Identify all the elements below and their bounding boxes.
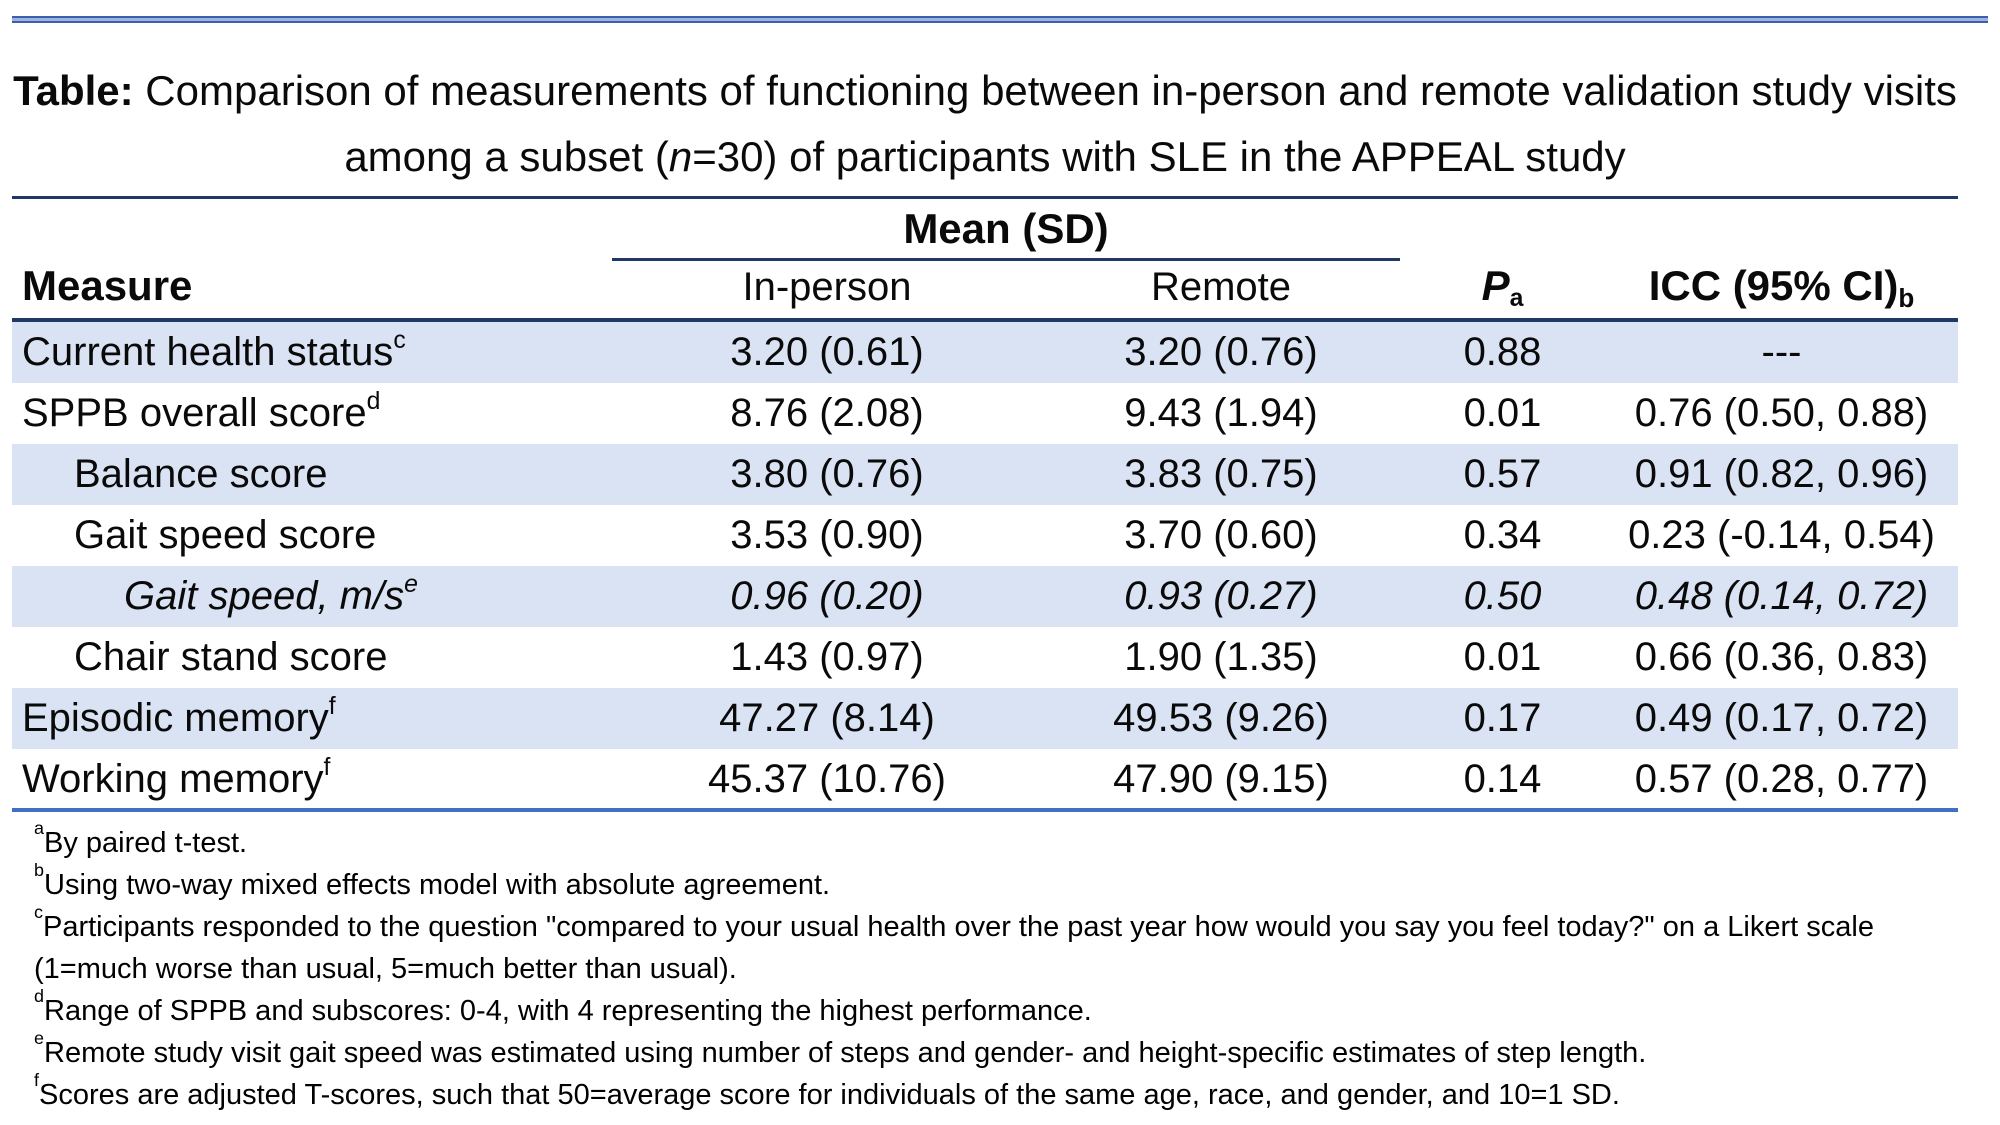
in-person-cell: 3.80 (0.76) xyxy=(730,452,924,496)
p-value-cell: 0.01 xyxy=(1463,635,1542,679)
table-row: Chair stand score 1.43 (0.97) 1.90 (1.35… xyxy=(12,627,1958,688)
in-person-cell: 0.96 (0.20) xyxy=(730,574,924,618)
p-value-cell: 0.50 xyxy=(1463,574,1542,618)
footnote-text: Remote study visit gait speed was estima… xyxy=(44,1037,1647,1069)
p-value-cell: 0.17 xyxy=(1463,696,1542,740)
remote-cell: 1.90 (1.35) xyxy=(1124,635,1318,679)
remote-cell: 3.70 (0.60) xyxy=(1124,513,1318,557)
footnote-text: Using two-way mixed effects model with a… xyxy=(44,869,831,901)
in-person-cell: 3.20 (0.61) xyxy=(730,330,924,374)
table-title-text: Comparison of measurements of functionin… xyxy=(133,67,1957,180)
measure-cell: Current health status c xyxy=(22,327,406,374)
measure-cell: Working memory f xyxy=(22,754,331,801)
measure-cell: SPPB overall score d xyxy=(22,388,381,435)
table-title-n: n xyxy=(668,133,693,180)
icc-cell: 0.23 (-0.14, 0.54) xyxy=(1628,513,1935,557)
table-row: Working memory f 45.37 (10.76) 47.90 (9.1… xyxy=(12,749,1958,810)
footnote-text: By paired t-test. xyxy=(44,827,248,859)
p-value-cell: 0.34 xyxy=(1463,513,1542,557)
measure-cell: Gait speed, m/s e xyxy=(124,571,418,618)
remote-cell: 49.53 (9.26) xyxy=(1113,696,1329,740)
table-body: Current health status c 3.20 (0.61) 3.20 … xyxy=(12,322,1958,810)
table-row: Balance score 3.80 (0.76) 3.83 (0.75) 0.… xyxy=(12,444,1958,505)
table-row: SPPB overall score d 8.76 (2.08) 9.43 (1.… xyxy=(12,383,1958,444)
group-header-spacer xyxy=(1605,200,1958,261)
footnote-text: Participants responded to the question "… xyxy=(34,911,1874,985)
measure-cell: Chair stand score xyxy=(74,635,388,679)
table-title-label: Table: xyxy=(13,67,134,114)
icc-cell: 0.57 (0.28, 0.77) xyxy=(1634,757,1929,801)
icc-column-header: ICC (95% CI) b xyxy=(1648,262,1915,314)
p-value-cell: 0.57 xyxy=(1463,452,1542,496)
remote-cell: 3.83 (0.75) xyxy=(1124,452,1318,496)
footnote: bUsing two-way mixed effects model with … xyxy=(34,861,1960,906)
footnote-marker: e xyxy=(34,1028,44,1049)
group-header-spacer xyxy=(1400,200,1605,261)
table-row: Gait speed, m/s e 0.96 (0.20) 0.93 (0.27)… xyxy=(12,566,1958,627)
icc-cell: --- xyxy=(1761,330,1802,374)
footnote-marker: c xyxy=(34,902,43,923)
icc-cell: 0.66 (0.36, 0.83) xyxy=(1634,635,1929,679)
remote-column-header: Remote xyxy=(1150,265,1292,309)
table-title: Table: Comparison of measurements of fun… xyxy=(12,58,1958,190)
footnote: aBy paired t-test. xyxy=(34,819,1960,864)
in-person-column-header: In-person xyxy=(742,265,912,309)
icc-cell: 0.48 (0.14, 0.72) xyxy=(1634,574,1929,618)
footnote-marker: f xyxy=(34,1070,39,1091)
footnote: cParticipants responded to the question … xyxy=(34,903,1960,990)
table-row: Episodic memory f 47.27 (8.14) 49.53 (9.2… xyxy=(12,688,1958,749)
in-person-cell: 3.53 (0.90) xyxy=(730,513,924,557)
footnote-marker: b xyxy=(34,860,44,881)
group-header-spacer xyxy=(12,200,612,261)
table-row: Gait speed score 3.53 (0.90) 3.70 (0.60)… xyxy=(12,505,1958,566)
p-value-cell: 0.88 xyxy=(1463,330,1542,374)
title-divider-rule xyxy=(12,196,1958,199)
mean-sd-group-header: Mean (SD) xyxy=(612,200,1400,261)
in-person-cell: 47.27 (8.14) xyxy=(719,696,935,740)
icc-cell: 0.91 (0.82, 0.96) xyxy=(1634,452,1929,496)
remote-cell: 3.20 (0.76) xyxy=(1124,330,1318,374)
table-title-text-end: =30) of participants with SLE in the APP… xyxy=(692,133,1626,180)
measure-cell: Gait speed score xyxy=(74,513,377,557)
group-header-row: Mean (SD) xyxy=(12,200,1958,261)
footnote-text: Scores are adjusted T-scores, such that … xyxy=(39,1079,1620,1111)
remote-cell: 47.90 (9.15) xyxy=(1113,757,1329,801)
measure-cell: Episodic memory f xyxy=(22,693,336,740)
measure-cell: Balance score xyxy=(74,452,328,496)
bottom-border-rule xyxy=(12,808,1958,812)
footnote: fScores are adjusted T-scores, such that… xyxy=(34,1071,1960,1116)
footnote-marker: d xyxy=(34,986,44,1007)
footnotes: aBy paired t-test. bUsing two-way mixed … xyxy=(34,819,1960,1116)
icc-cell: 0.76 (0.50, 0.88) xyxy=(1634,391,1929,435)
measure-column-header: Measure xyxy=(22,262,193,309)
p-value-cell: 0.14 xyxy=(1463,757,1542,801)
in-person-cell: 45.37 (10.76) xyxy=(708,757,946,801)
table-row: Current health status c 3.20 (0.61) 3.20 … xyxy=(12,322,1958,383)
footnote: dRange of SPPB and subscores: 0-4, with … xyxy=(34,987,1960,1032)
in-person-cell: 8.76 (2.08) xyxy=(730,391,924,435)
remote-cell: 9.43 (1.94) xyxy=(1124,391,1318,435)
footnote-text: Range of SPPB and subscores: 0-4, with 4… xyxy=(44,995,1092,1027)
remote-cell: 0.93 (0.27) xyxy=(1124,574,1318,618)
icc-cell: 0.49 (0.17, 0.72) xyxy=(1634,696,1929,740)
footnote: eRemote study visit gait speed was estim… xyxy=(34,1029,1960,1074)
in-person-cell: 1.43 (0.97) xyxy=(730,635,924,679)
p-value-cell: 0.01 xyxy=(1463,391,1542,435)
footnote-marker: a xyxy=(34,818,44,839)
top-border-rule xyxy=(12,16,1988,23)
